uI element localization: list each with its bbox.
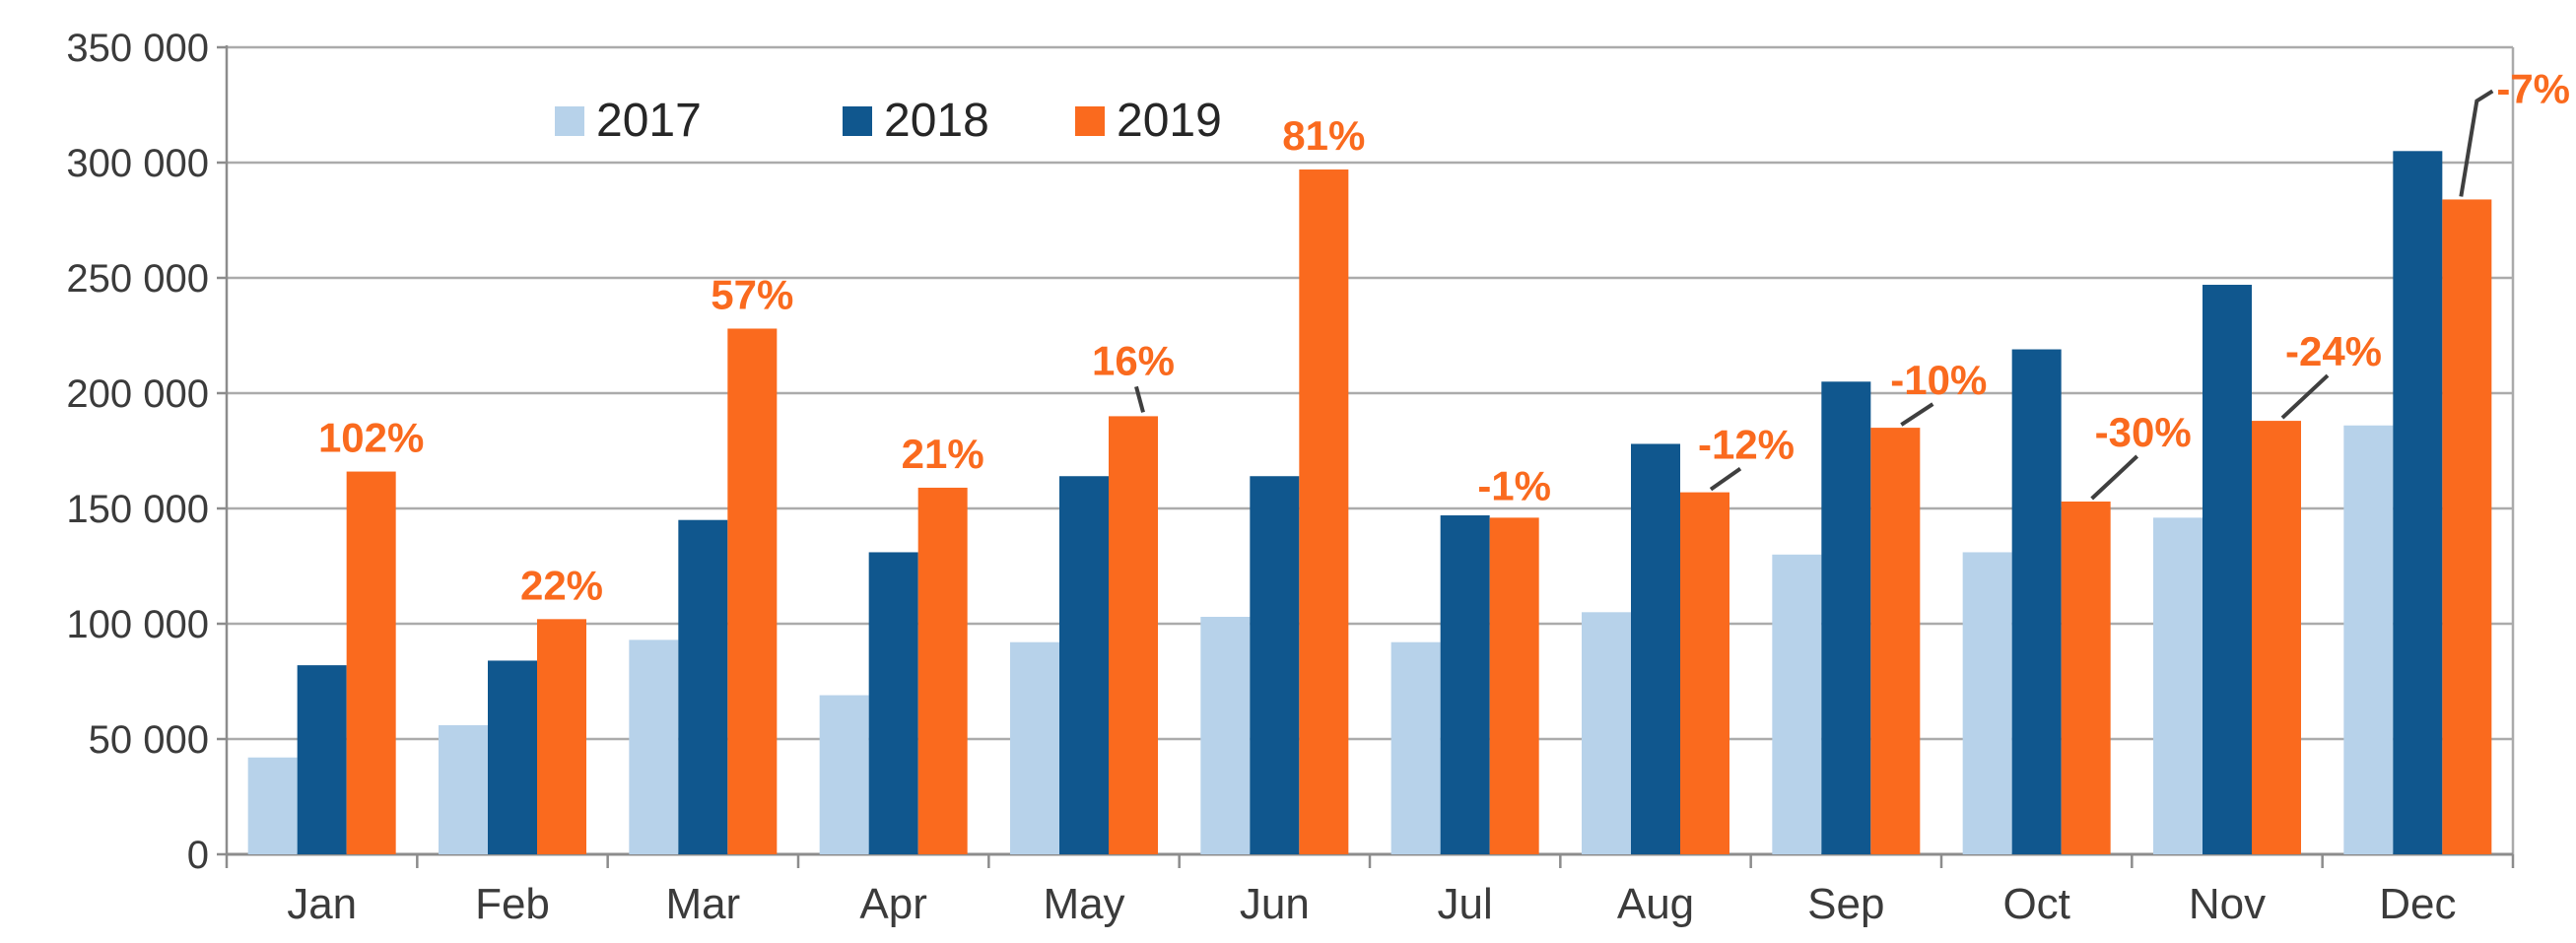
legend-label-2019: 2019 [1117, 95, 1222, 147]
bar-2019-jul [1489, 517, 1539, 854]
bar-2019-nov [2252, 421, 2301, 854]
bar-2018-mar [678, 519, 728, 854]
bar-2019-may [1109, 416, 1158, 854]
bar-2017-apr [819, 695, 869, 854]
legend-swatch-2018 [843, 106, 872, 136]
pct-label-mar: 57% [711, 271, 793, 317]
y-tick-label: 50 000 [89, 718, 209, 762]
leader-line-aug [1709, 466, 1742, 492]
x-tick-label: May [1043, 880, 1124, 928]
bar-2017-aug [1582, 612, 1631, 854]
bar-2019-oct [2061, 501, 2111, 854]
bar-2018-jul [1440, 515, 1490, 854]
bar-2018-nov [2203, 285, 2252, 854]
bar-2018-oct [2011, 349, 2062, 854]
pct-label-aug: -12% [1698, 422, 1795, 468]
bar-2019-jan [346, 471, 396, 854]
bar-2017-dec [2343, 425, 2394, 854]
bar-2017-oct [1962, 552, 2012, 854]
bar-2018-apr [868, 552, 918, 854]
legend-item-2017: 2017 [555, 95, 702, 147]
bar-2019-aug [1680, 492, 1729, 854]
y-tick-label: 200 000 [66, 372, 209, 416]
bar-2017-sep [1772, 554, 1822, 854]
pct-label-dec: -7% [2496, 65, 2570, 111]
x-tick-label: Aug [1617, 880, 1694, 928]
x-tick-label: Jul [1438, 880, 1493, 928]
y-tick-label: 150 000 [66, 488, 209, 531]
x-tick-label: Oct [2002, 880, 2069, 928]
bar-2017-jun [1200, 616, 1251, 854]
bar-2019-feb [537, 619, 586, 854]
bar-2018-jun [1250, 476, 1300, 854]
bar-2018-sep [1821, 381, 1871, 854]
leader-line-nov [2280, 373, 2330, 420]
bar-2019-jun [1299, 169, 1349, 854]
x-tick-label: Apr [859, 880, 926, 928]
legend-swatch-2019 [1075, 106, 1105, 136]
bar-2018-dec [2393, 151, 2443, 855]
leader-line-oct [2090, 454, 2139, 501]
y-tick-label: 300 000 [66, 142, 209, 185]
legend-item-2018: 2018 [843, 95, 989, 147]
bar-2017-jan [247, 757, 298, 854]
bar-2018-may [1059, 476, 1109, 854]
y-tick-label: 250 000 [66, 257, 209, 301]
leader-line-dec [2459, 89, 2494, 197]
bar-2017-may [1010, 641, 1059, 854]
pct-label-jan: 102% [318, 415, 424, 461]
bar-2018-jan [297, 665, 347, 854]
pct-label-apr: 21% [902, 431, 984, 477]
x-tick-label: Sep [1807, 880, 1884, 928]
leader-line-may [1134, 385, 1145, 413]
pct-label-oct: -30% [2095, 409, 2192, 455]
pct-label-may: 16% [1092, 337, 1175, 383]
x-tick-label: Nov [2189, 880, 2266, 928]
pct-label-jul: -1% [1477, 462, 1551, 508]
pct-label-sep: -10% [1890, 357, 1987, 403]
bar-2019-mar [727, 328, 778, 855]
pct-label-feb: 22% [520, 562, 603, 608]
bar-2017-feb [439, 724, 488, 854]
x-tick-label: Feb [475, 880, 550, 928]
legend-swatch-2017 [555, 106, 584, 136]
x-tick-label: Dec [2379, 880, 2456, 928]
bar-2019-apr [917, 487, 968, 854]
y-tick-label: 0 [187, 834, 209, 877]
bar-2017-jul [1390, 641, 1441, 854]
leader-line-sep [1900, 402, 1934, 427]
bar-2018-aug [1631, 443, 1680, 854]
legend-label-2018: 2018 [884, 95, 989, 147]
bar-2017-nov [2153, 517, 2203, 854]
y-tick-label: 100 000 [66, 603, 209, 646]
bar-2018-feb [488, 660, 537, 854]
x-tick-label: Jun [1240, 880, 1310, 928]
bar-2019-dec [2442, 199, 2492, 854]
x-tick-label: Mar [665, 880, 740, 928]
legend-label-2017: 2017 [596, 95, 702, 147]
pct-label-nov: -24% [2285, 328, 2382, 374]
y-tick-label: 350 000 [66, 27, 209, 70]
bar-2017-mar [629, 640, 679, 854]
bar-2019-sep [1870, 428, 1921, 854]
pct-label-jun: 81% [1282, 112, 1365, 159]
legend-item-2019: 2019 [1075, 95, 1222, 147]
x-tick-label: Jan [287, 880, 357, 928]
